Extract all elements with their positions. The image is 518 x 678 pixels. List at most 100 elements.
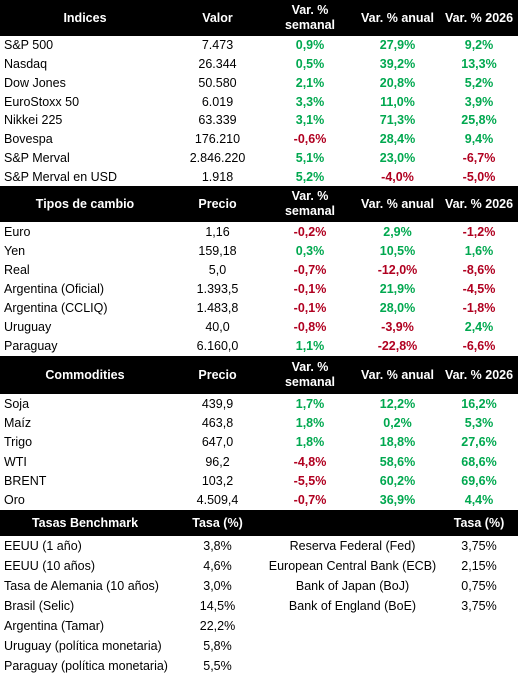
cell-value: 6.019	[201, 94, 234, 109]
cell-value: -4,0%	[381, 169, 414, 184]
cell-value: 27,6%	[461, 435, 497, 450]
column-header: Indices	[63, 11, 107, 25]
cell-value: 103,2	[201, 473, 234, 488]
cell-value: 6.160,0	[196, 339, 239, 354]
row-label: Dow Jones	[4, 75, 66, 90]
cell-value: -22,8%	[377, 339, 418, 354]
row-label: WTI	[4, 454, 27, 469]
cell-value: 0,75%	[461, 579, 497, 593]
cell-value: 5,2%	[464, 75, 494, 90]
cell-value: -0,8%	[293, 320, 327, 335]
cell-value: 21,9%	[379, 281, 416, 296]
row-label: Uruguay	[4, 320, 52, 335]
column-header: Var. % 2026	[444, 11, 514, 25]
row-label: Nasdaq	[4, 57, 48, 72]
cell-value: 20,8%	[379, 75, 416, 90]
cell-value: 647,0	[201, 435, 234, 450]
cell-value: 28,4%	[379, 132, 416, 147]
cell-value: 63.339	[198, 113, 237, 128]
row-label: Oro	[4, 493, 25, 508]
cell-value: -5,0%	[462, 169, 496, 184]
cell-value: -1,8%	[462, 300, 496, 315]
cell-value: 5,8%	[203, 639, 232, 653]
column-header: Valor	[202, 11, 233, 25]
cell-value: 9,4%	[464, 132, 494, 147]
cell-value: -5,5%	[293, 473, 327, 488]
cell-value: 25,8%	[461, 113, 497, 128]
cell-value: 3,3%	[295, 94, 325, 109]
cell-value: -0,1%	[293, 300, 327, 315]
cell-value: 12,2%	[379, 396, 416, 411]
header-bar	[0, 510, 518, 536]
cell-value: 3,8%	[203, 539, 232, 553]
cell-value: 0,9%	[295, 38, 325, 53]
cell-value: 1,8%	[295, 415, 325, 430]
row-label: Argentina (Tamar)	[4, 619, 105, 633]
row-label: Tasa de Alemania (10 años)	[4, 579, 159, 593]
column-header: Tasa (%)	[192, 516, 243, 530]
header-bar	[0, 356, 518, 394]
cell-value: 10,5%	[379, 243, 416, 258]
cell-value: 4.509,4	[196, 493, 239, 508]
cell-value: 1.918	[201, 169, 234, 184]
cell-value: 68,6%	[461, 454, 497, 469]
cell-value: 2,1%	[295, 75, 325, 90]
row-label: Real	[4, 262, 30, 277]
row-label: Reserva Federal (Fed)	[289, 539, 416, 553]
cell-value: 0,2%	[383, 415, 412, 430]
column-header: Tipos de cambio	[35, 197, 135, 211]
cell-value: 5,0	[208, 262, 227, 277]
cell-value: 40,0	[205, 320, 230, 335]
row-label: Paraguay	[4, 339, 58, 354]
cell-value: 69,6%	[461, 473, 497, 488]
column-header: Var. % anual	[361, 197, 434, 211]
cell-value: -0,7%	[293, 262, 327, 277]
cell-value: 176.210	[194, 132, 241, 147]
cell-value: 50.580	[198, 75, 237, 90]
row-label: Nikkei 225	[4, 113, 63, 128]
cell-value: 27,9%	[379, 38, 416, 53]
cell-value: -4,5%	[462, 281, 496, 296]
cell-value: 2,15%	[461, 559, 497, 573]
cell-value: 60,2%	[379, 473, 416, 488]
column-header: Tasas Benchmark	[31, 516, 139, 530]
column-header: Var. % 2026	[444, 368, 514, 382]
column-header: Var. % anual	[361, 11, 434, 25]
column-header: Var. % semanal	[284, 189, 336, 218]
cell-value: 14,5%	[199, 599, 236, 613]
cell-value: 96,2	[205, 454, 230, 469]
cell-value: -0,2%	[293, 224, 327, 239]
cell-value: -0,1%	[293, 281, 327, 296]
row-label: Paraguay (política monetaria)	[4, 659, 168, 673]
cell-value: 3,0%	[203, 579, 232, 593]
cell-value: 5,1%	[295, 150, 325, 165]
cell-value: -6,6%	[462, 339, 496, 354]
row-label: Bovespa	[4, 132, 53, 147]
row-label: S&P 500	[4, 38, 54, 53]
column-header: Commodities	[45, 368, 125, 382]
cell-value: 26.344	[198, 57, 237, 72]
cell-value: 22,2%	[199, 619, 236, 633]
cell-value: 4,4%	[464, 493, 494, 508]
column-header: Precio	[198, 197, 237, 211]
row-label: Trigo	[4, 435, 33, 450]
cell-value: 3,75%	[461, 599, 497, 613]
cell-value: 463,8	[201, 415, 234, 430]
cell-value: 3,75%	[461, 539, 497, 553]
row-label: S&P Merval en USD	[4, 169, 118, 184]
cell-value: -6,7%	[462, 150, 496, 165]
cell-value: 1,16	[205, 224, 230, 239]
cell-value: -0,7%	[293, 493, 327, 508]
column-header: Var. % semanal	[284, 360, 336, 389]
row-label: Argentina (CCLIQ)	[4, 300, 108, 315]
cell-value: 39,2%	[379, 57, 416, 72]
column-header: Var. % semanal	[284, 3, 336, 32]
cell-value: 36,9%	[379, 493, 416, 508]
cell-value: 2,9%	[383, 224, 412, 239]
column-header: Tasa (%)	[453, 516, 505, 530]
row-label: Bank of Japan (BoJ)	[295, 579, 410, 593]
cell-value: 3,1%	[295, 113, 325, 128]
column-header: Var. % 2026	[444, 197, 514, 211]
cell-value: -0,6%	[293, 132, 327, 147]
cell-value: -8,6%	[462, 262, 496, 277]
